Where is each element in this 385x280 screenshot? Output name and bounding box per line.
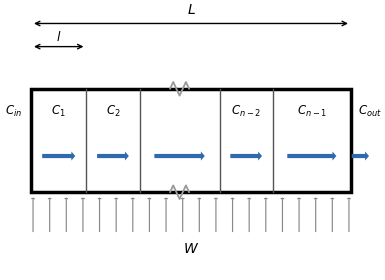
Text: $C_{n-2}$: $C_{n-2}$ [231, 104, 261, 119]
Text: $C_{n-1}$: $C_{n-1}$ [297, 104, 327, 119]
Text: $C_{out}$: $C_{out}$ [358, 104, 382, 119]
Text: $C_2$: $C_2$ [105, 104, 120, 119]
Bar [31, 89, 351, 192]
Text: $L$: $L$ [187, 3, 196, 17]
Text: $W$: $W$ [183, 242, 199, 256]
Text: $C_{in}$: $C_{in}$ [5, 104, 23, 119]
Text: $l$: $l$ [56, 31, 62, 45]
Text: $C_1$: $C_1$ [51, 104, 66, 119]
